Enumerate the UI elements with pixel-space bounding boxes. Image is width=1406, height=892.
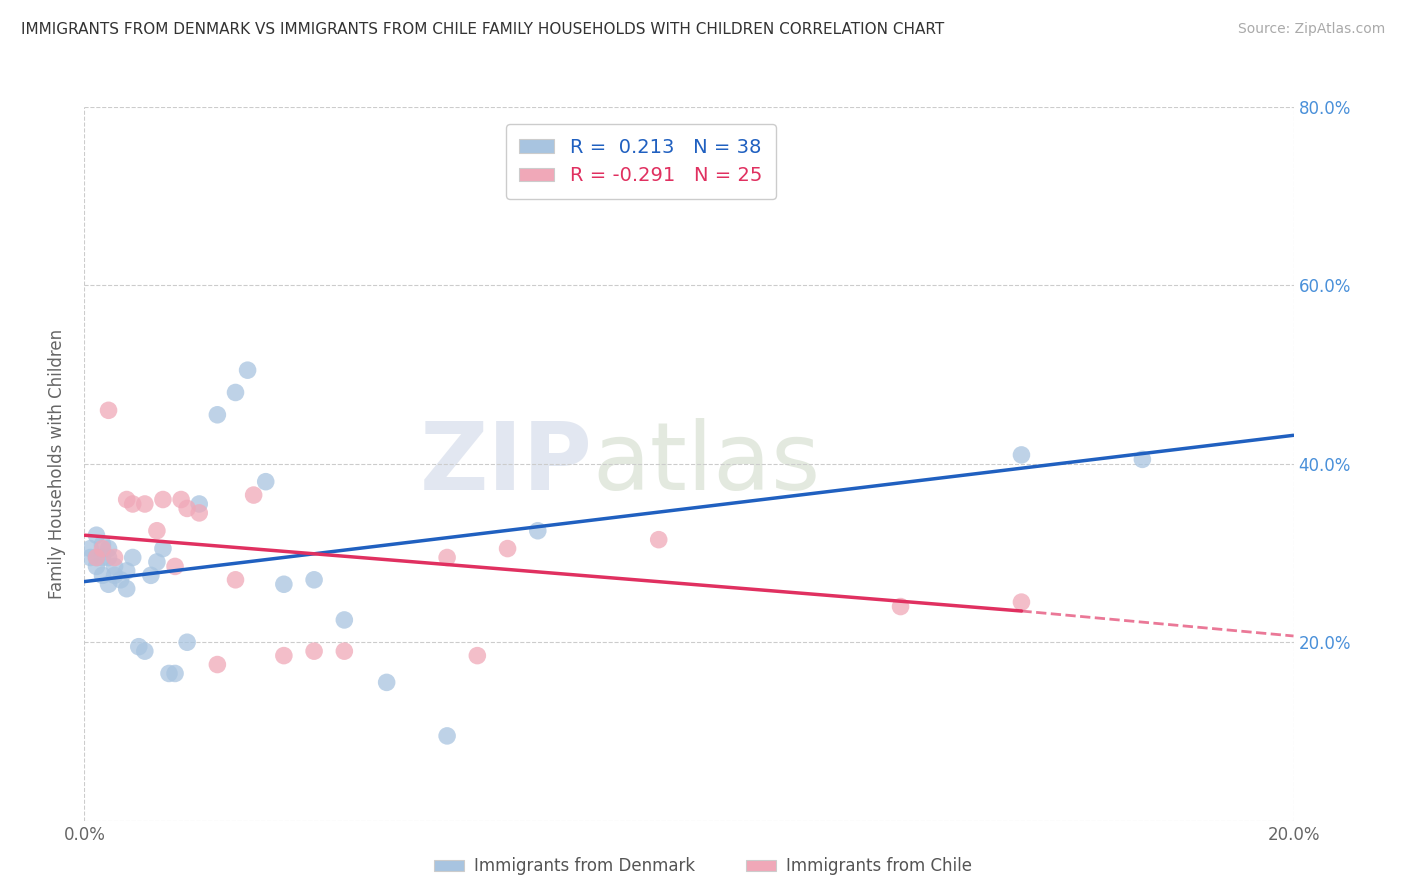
Point <box>86 528 108 542</box>
Point <box>91 541 114 556</box>
Point <box>91 568 114 582</box>
Text: IMMIGRANTS FROM DENMARK VS IMMIGRANTS FROM CHILE FAMILY HOUSEHOLDS WITH CHILDREN: IMMIGRANTS FROM DENMARK VS IMMIGRANTS FR… <box>21 22 945 37</box>
Point <box>152 492 174 507</box>
Point <box>86 550 108 565</box>
Point <box>139 568 162 582</box>
Y-axis label: Family Households with Children: Family Households with Children <box>48 329 66 599</box>
Point <box>134 644 156 658</box>
Point <box>97 577 120 591</box>
Point <box>165 666 187 681</box>
Point <box>79 550 101 565</box>
Point <box>121 497 143 511</box>
Point <box>1011 595 1033 609</box>
Point <box>97 550 120 565</box>
Point <box>115 492 138 507</box>
Point <box>527 524 550 538</box>
Point <box>110 573 132 587</box>
Point <box>104 568 127 582</box>
Point <box>165 559 187 574</box>
Point <box>302 573 325 587</box>
Legend: R =  0.213   N = 38, R = -0.291   N = 25: R = 0.213 N = 38, R = -0.291 N = 25 <box>506 124 776 199</box>
Point <box>333 644 356 658</box>
Point <box>104 559 127 574</box>
Point <box>302 644 325 658</box>
Point <box>170 492 193 507</box>
Point <box>207 408 229 422</box>
Point <box>375 675 398 690</box>
Point <box>207 657 229 672</box>
Point <box>188 506 211 520</box>
Point <box>176 501 198 516</box>
Text: atlas: atlas <box>592 417 821 510</box>
Point <box>225 573 247 587</box>
Point <box>1011 448 1033 462</box>
Point <box>146 555 169 569</box>
Point <box>152 541 174 556</box>
Point <box>97 541 120 556</box>
Point <box>496 541 519 556</box>
Point <box>79 541 101 556</box>
Point <box>97 403 120 417</box>
Text: Source: ZipAtlas.com: Source: ZipAtlas.com <box>1237 22 1385 37</box>
Point <box>86 550 108 565</box>
Point <box>134 497 156 511</box>
Point <box>128 640 150 654</box>
Point <box>115 582 138 596</box>
Point <box>333 613 356 627</box>
Point <box>91 550 114 565</box>
Point <box>242 488 264 502</box>
Point <box>236 363 259 377</box>
Point <box>436 729 458 743</box>
Legend: Immigrants from Denmark, Immigrants from Chile: Immigrants from Denmark, Immigrants from… <box>427 851 979 882</box>
Text: ZIP: ZIP <box>419 417 592 510</box>
Point <box>890 599 912 614</box>
Point <box>91 537 114 551</box>
Point <box>188 497 211 511</box>
Point <box>436 550 458 565</box>
Point <box>254 475 277 489</box>
Point <box>157 666 180 681</box>
Point <box>115 564 138 578</box>
Point <box>467 648 489 663</box>
Point <box>1130 452 1153 467</box>
Point <box>86 559 108 574</box>
Point <box>104 550 127 565</box>
Point <box>648 533 671 547</box>
Point <box>176 635 198 649</box>
Point <box>273 648 295 663</box>
Point <box>225 385 247 400</box>
Point <box>146 524 169 538</box>
Point <box>273 577 295 591</box>
Point <box>121 550 143 565</box>
